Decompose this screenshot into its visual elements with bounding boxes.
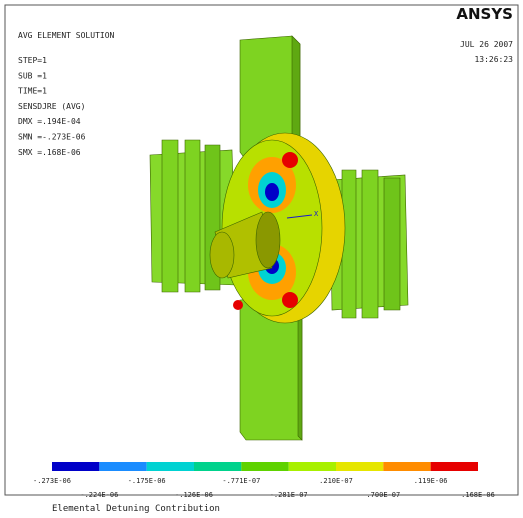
info-line: SMX =.168E-06	[18, 148, 81, 157]
legend-label: -.224E-06	[80, 491, 118, 499]
legend-label: -.273E-06	[33, 477, 71, 485]
title: AVG ELEMENT SOLUTION	[18, 31, 115, 40]
legend-swatch	[99, 462, 146, 471]
legend-label: -.771E-07	[222, 477, 260, 485]
legend-swatch	[194, 462, 241, 471]
legend-swatch	[383, 462, 430, 471]
screenshot: ANSYS AVG ELEMENT SOLUTION JUL 26 2007 1…	[0, 0, 523, 518]
legend-label: -.126E-06	[175, 491, 213, 499]
info-line: SMN =-.273E-06	[18, 133, 86, 142]
time: 13:26:23	[474, 55, 513, 64]
date: JUL 26 2007	[460, 40, 513, 49]
legend-swatch	[336, 462, 383, 471]
legend-label: .700E-07	[366, 491, 400, 499]
legend-swatch	[241, 462, 288, 471]
legend-label: -.175E-06	[128, 477, 166, 485]
legend-swatch	[289, 462, 336, 471]
caption: Elemental Detuning Contribution	[52, 504, 220, 514]
legend-swatch	[431, 462, 478, 471]
legend-swatch	[52, 462, 99, 471]
legend-swatch	[147, 462, 194, 471]
info-line: STEP=1	[18, 56, 47, 65]
logo: ANSYS	[456, 5, 513, 23]
info-line: SENSDJRE (AVG)	[18, 102, 85, 111]
legend-label: .210E-07	[319, 477, 353, 485]
info-line: DMX =.194E-04	[18, 117, 81, 126]
info-line: TIME=1	[18, 87, 47, 96]
info-line: SUB =1	[18, 71, 47, 80]
legend-label: .168E-06	[461, 491, 495, 499]
legend-label: .119E-06	[414, 477, 448, 485]
legend-label: -.281E-07	[270, 491, 308, 499]
